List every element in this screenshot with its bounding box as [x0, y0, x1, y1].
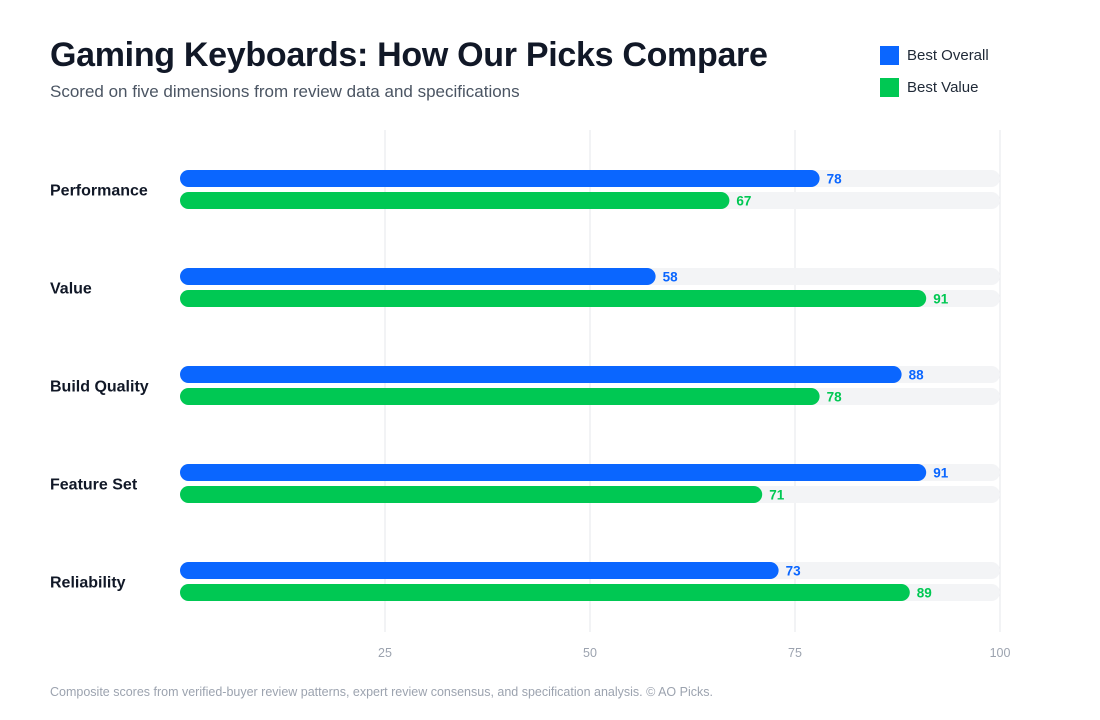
bar-performance-best-value — [180, 192, 730, 209]
data-label-value-best-value: 91 — [933, 292, 949, 307]
data-label-feature-set-best-value: 71 — [769, 488, 785, 503]
legend-label-best-overall: Best Overall — [907, 46, 989, 64]
chart-subtitle: Scored on five dimensions from review da… — [50, 82, 520, 101]
bar-value-best-overall — [180, 268, 656, 285]
data-label-performance-best-overall: 78 — [827, 172, 843, 187]
bar-feature-set-best-value — [180, 486, 763, 503]
category-label-feature-set: Feature Set — [50, 477, 138, 494]
legend-item-best-value: Best Value — [880, 77, 989, 97]
data-label-build-quality-best-value: 78 — [827, 390, 843, 405]
legend: Best Overall Best Value — [880, 45, 989, 109]
x-tick-label-25: 25 — [378, 646, 392, 660]
bar-reliability-best-overall — [180, 562, 779, 579]
data-label-reliability-best-value: 89 — [917, 586, 932, 601]
footnote: Composite scores from verified-buyer rev… — [50, 685, 713, 699]
legend-swatch-best-overall — [880, 45, 899, 65]
bar-build-quality-best-value — [180, 388, 820, 405]
data-label-build-quality-best-overall: 88 — [909, 368, 925, 383]
data-label-performance-best-value: 67 — [736, 194, 751, 209]
legend-swatch-best-value — [880, 77, 899, 97]
category-label-performance: Performance — [50, 183, 148, 200]
bar-feature-set-best-overall — [180, 464, 927, 481]
x-tick-label-50: 50 — [583, 646, 597, 660]
bar-build-quality-best-overall — [180, 366, 902, 383]
x-tick-label-75: 75 — [788, 646, 802, 660]
bar-reliability-best-value — [180, 584, 910, 601]
chart-title: Gaming Keyboards: How Our Picks Compare — [50, 36, 768, 74]
legend-item-best-overall: Best Overall — [880, 45, 989, 65]
bar-value-best-value — [180, 290, 927, 307]
legend-label-best-value: Best Value — [907, 78, 979, 96]
data-label-value-best-overall: 58 — [663, 270, 679, 285]
data-label-reliability-best-overall: 73 — [786, 564, 802, 579]
x-tick-label-100: 100 — [990, 646, 1011, 660]
category-label-build-quality: Build Quality — [50, 379, 149, 396]
category-label-value: Value — [50, 281, 92, 298]
data-label-feature-set-best-overall: 91 — [933, 466, 949, 481]
bar-performance-best-overall — [180, 170, 820, 187]
category-label-reliability: Reliability — [50, 575, 126, 592]
